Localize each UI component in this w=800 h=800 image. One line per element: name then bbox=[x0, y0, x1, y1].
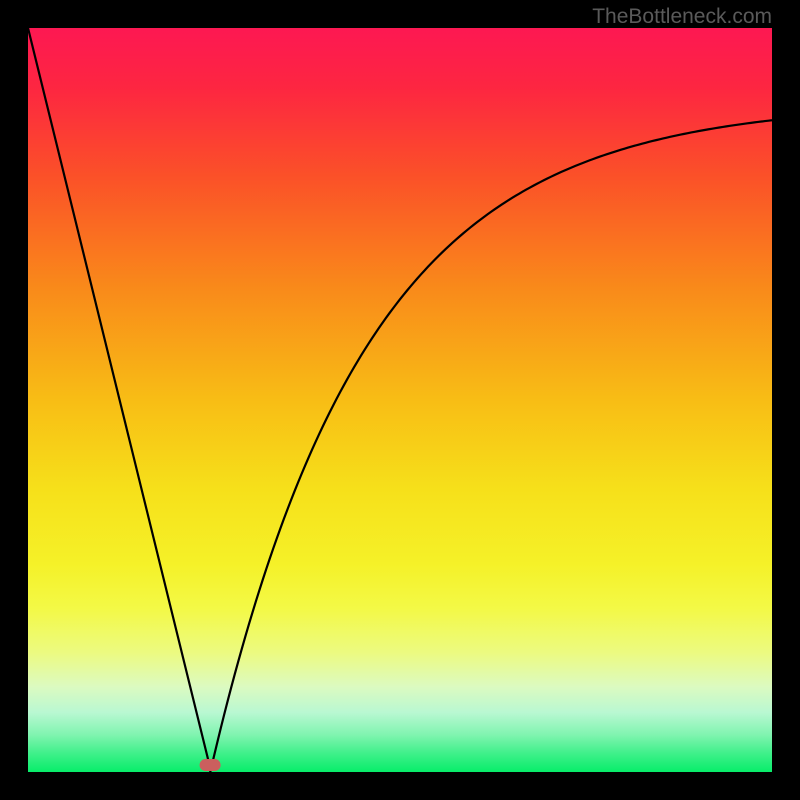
minimum-marker bbox=[200, 759, 221, 771]
chart-frame bbox=[0, 0, 800, 800]
plot-area bbox=[28, 28, 772, 772]
watermark-text: TheBottleneck.com bbox=[592, 5, 772, 29]
gradient-background bbox=[28, 28, 772, 772]
